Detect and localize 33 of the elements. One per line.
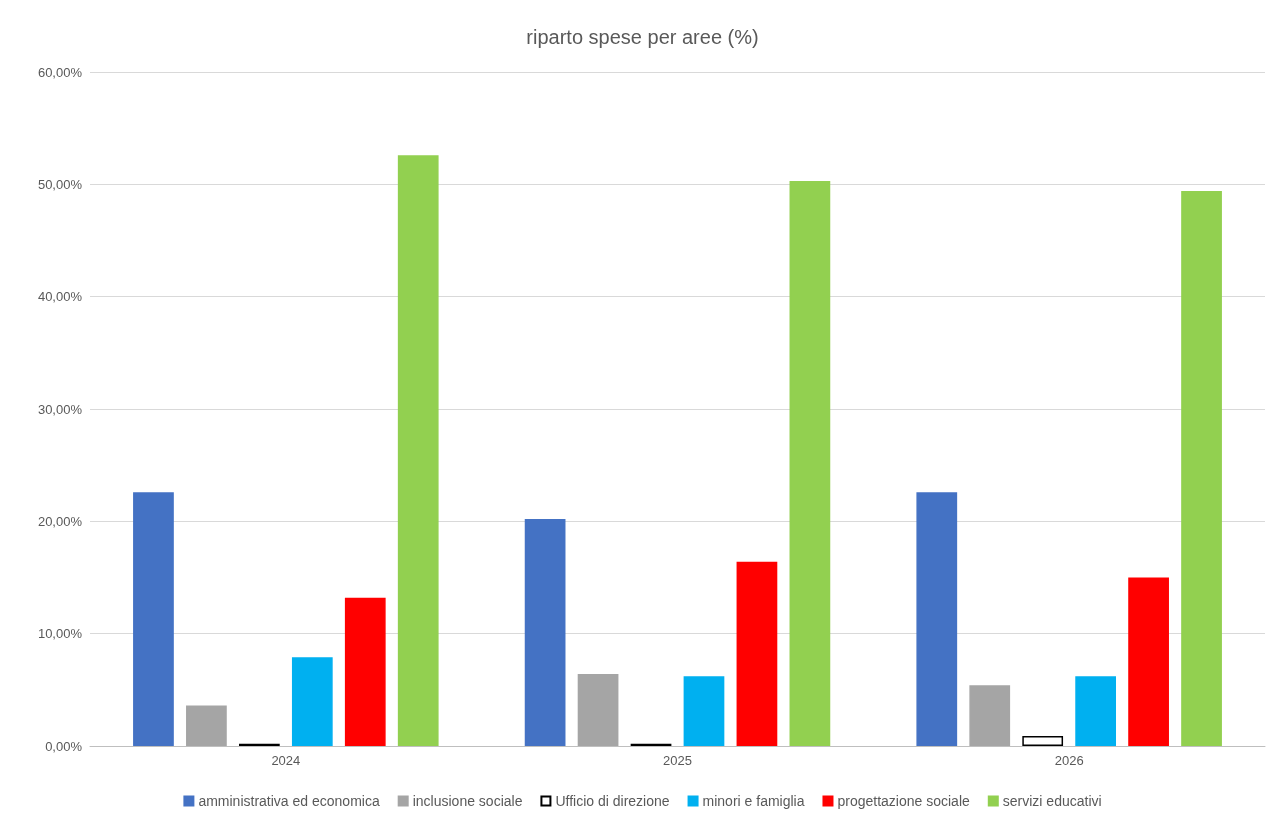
x-tick-label: 2024 — [271, 753, 301, 768]
y-tick-label: 20,00% — [37, 513, 83, 529]
bar — [577, 674, 619, 746]
y-tick-label: 50,00% — [37, 176, 83, 192]
legend-label: inclusione sociale — [412, 793, 523, 809]
legend-label: servizi educativi — [1002, 793, 1102, 809]
y-tick-label: 0,00% — [45, 738, 83, 754]
bar — [1022, 735, 1064, 746]
bar — [344, 597, 386, 746]
y-tick-label: 60,00% — [37, 64, 83, 80]
bar — [1128, 577, 1169, 746]
bar — [186, 705, 227, 746]
legend-label: amministrativa ed economica — [198, 793, 380, 809]
legend-label: Ufficio di direzione — [555, 793, 670, 809]
x-tick-label: 2026 — [1054, 753, 1084, 768]
bar — [1181, 191, 1222, 746]
legend-label: progettazione sociale — [837, 793, 970, 809]
bar — [133, 492, 174, 746]
y-tick-label: 10,00% — [37, 626, 83, 642]
y-tick-label: 40,00% — [37, 289, 83, 305]
x-tick-label: 2025 — [663, 753, 692, 768]
bar — [683, 676, 725, 746]
y-tick-label: 30,00% — [37, 401, 83, 417]
bar — [397, 155, 439, 746]
bar — [916, 492, 958, 746]
bar — [1075, 676, 1117, 746]
bar — [969, 685, 1011, 746]
legend-label: minori e famiglia — [702, 793, 805, 809]
chart-title: riparto spese per aree (%) — [526, 26, 759, 48]
bar — [789, 180, 831, 746]
bar — [291, 657, 333, 746]
bar — [524, 519, 566, 746]
bar — [736, 561, 778, 746]
